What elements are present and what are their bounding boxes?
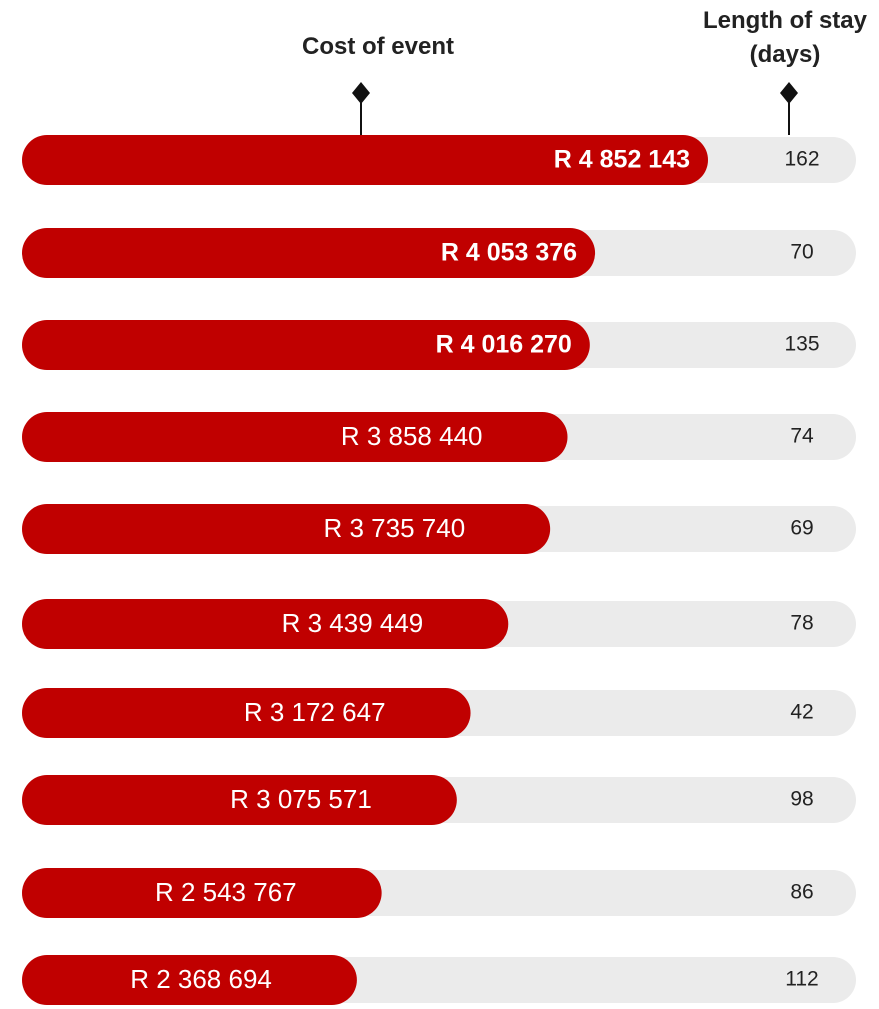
stay-label: 42: [790, 701, 813, 724]
bar: [22, 504, 551, 554]
value-label: R 4 852 143: [554, 146, 690, 174]
bar: [22, 955, 357, 1005]
bar: [22, 599, 509, 649]
bar: [22, 688, 471, 738]
value-label: R 2 368 694: [130, 964, 272, 994]
stay-header: Length of stay (days): [702, 7, 867, 68]
stay-label: 78: [790, 612, 813, 635]
value-label: R 4 053 376: [441, 239, 577, 267]
cost-header: Cost of event: [301, 33, 454, 60]
stay-label: 69: [790, 517, 813, 540]
value-label: R 2 543 767: [155, 877, 297, 907]
bar: [22, 320, 590, 370]
value-label: R 3 858 440: [341, 421, 483, 451]
value-label: R 3 172 647: [244, 697, 386, 727]
bar: [22, 135, 708, 185]
bar: [22, 412, 568, 462]
bar: [22, 228, 596, 278]
value-label: R 3 075 571: [230, 784, 372, 814]
stay-label: 112: [785, 968, 818, 991]
stay-label: 70: [790, 241, 813, 264]
value-label: R 3 735 740: [323, 513, 465, 543]
stay-label: 74: [790, 425, 814, 448]
bar: [22, 775, 457, 825]
stay-label: 86: [790, 881, 813, 904]
stay-label: 98: [790, 788, 813, 811]
value-label: R 3 439 449: [282, 608, 424, 638]
stay-label: 135: [784, 333, 819, 356]
stay-label: 162: [784, 148, 819, 171]
value-label: R 4 016 270: [436, 331, 572, 359]
bar: [22, 868, 382, 918]
